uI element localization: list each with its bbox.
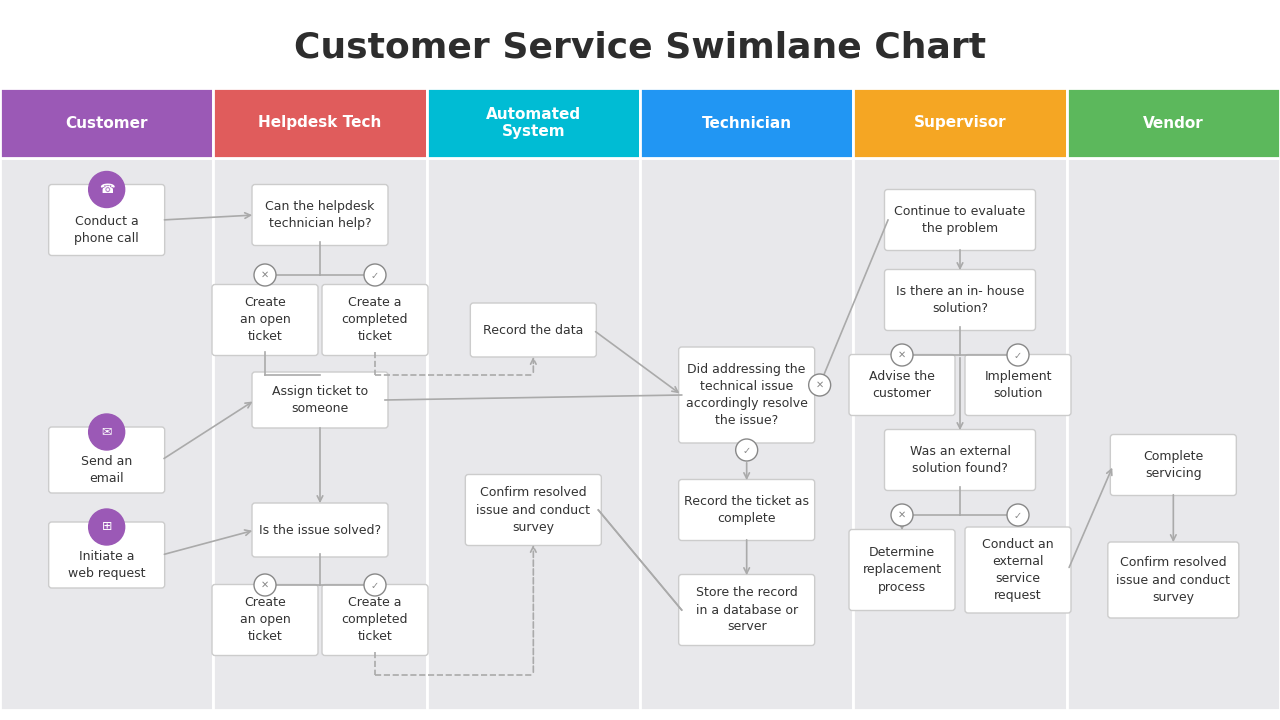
Text: Record the ticket as
complete: Record the ticket as complete	[685, 495, 809, 525]
Text: Is the issue solved?: Is the issue solved?	[259, 523, 381, 536]
Text: ✓: ✓	[1014, 511, 1021, 521]
FancyBboxPatch shape	[466, 474, 602, 546]
Text: ✓: ✓	[371, 581, 379, 591]
Text: ⊞: ⊞	[101, 521, 111, 534]
Bar	[1066, 88, 1280, 158]
Text: ✕: ✕	[899, 350, 906, 360]
Bar	[0, 158, 214, 710]
Circle shape	[88, 509, 124, 545]
FancyBboxPatch shape	[965, 354, 1071, 415]
Text: Can the helpdesk
technician help?: Can the helpdesk technician help?	[265, 200, 375, 230]
FancyBboxPatch shape	[252, 184, 388, 246]
FancyBboxPatch shape	[212, 585, 317, 655]
Bar	[640, 158, 854, 710]
Text: Send an
email: Send an email	[81, 455, 132, 485]
Circle shape	[88, 414, 124, 450]
Text: Customer: Customer	[65, 115, 148, 130]
Text: Initiate a
web request: Initiate a web request	[68, 550, 146, 580]
Text: Create a
completed
ticket: Create a completed ticket	[342, 596, 408, 644]
Text: ✓: ✓	[1014, 351, 1021, 361]
FancyBboxPatch shape	[1110, 434, 1236, 495]
Bar	[854, 88, 1066, 158]
FancyBboxPatch shape	[1107, 542, 1239, 618]
Text: ✉: ✉	[101, 426, 111, 438]
Circle shape	[364, 264, 387, 286]
Text: ✕: ✕	[261, 270, 269, 280]
Bar	[640, 88, 854, 158]
Bar	[426, 88, 640, 158]
Text: Determine
replacement
process: Determine replacement process	[863, 546, 942, 593]
FancyBboxPatch shape	[678, 480, 814, 541]
FancyBboxPatch shape	[884, 430, 1036, 490]
Text: ✕: ✕	[261, 580, 269, 590]
Circle shape	[891, 504, 913, 526]
Text: ✓: ✓	[742, 446, 751, 456]
FancyBboxPatch shape	[323, 585, 428, 655]
FancyBboxPatch shape	[849, 529, 955, 611]
FancyBboxPatch shape	[49, 184, 165, 256]
Text: Technician: Technician	[701, 115, 792, 130]
Bar	[0, 88, 214, 158]
Text: Implement
solution: Implement solution	[984, 370, 1052, 400]
Text: Is there an in- house
solution?: Is there an in- house solution?	[896, 285, 1024, 315]
Text: ✕: ✕	[815, 380, 824, 390]
Circle shape	[253, 264, 276, 286]
Text: Supervisor: Supervisor	[914, 115, 1006, 130]
Text: Confirm resolved
issue and conduct
survey: Confirm resolved issue and conduct surve…	[1116, 557, 1230, 603]
Text: Customer Service Swimlane Chart: Customer Service Swimlane Chart	[294, 31, 986, 65]
Text: Did addressing the
technical issue
accordingly resolve
the issue?: Did addressing the technical issue accor…	[686, 363, 808, 427]
Bar	[854, 158, 1066, 710]
Text: Continue to evaluate
the problem: Continue to evaluate the problem	[895, 205, 1025, 235]
Circle shape	[1007, 504, 1029, 526]
Text: Advise the
customer: Advise the customer	[869, 370, 934, 400]
FancyBboxPatch shape	[212, 284, 317, 356]
Text: ✓: ✓	[371, 271, 379, 281]
FancyBboxPatch shape	[849, 354, 955, 415]
Text: Create
an open
ticket: Create an open ticket	[239, 297, 291, 343]
FancyBboxPatch shape	[252, 372, 388, 428]
FancyBboxPatch shape	[323, 284, 428, 356]
FancyBboxPatch shape	[678, 575, 814, 646]
Text: Record the data: Record the data	[483, 323, 584, 336]
Bar	[1066, 158, 1280, 710]
FancyBboxPatch shape	[884, 189, 1036, 251]
FancyBboxPatch shape	[884, 269, 1036, 330]
Text: Was an external
solution found?: Was an external solution found?	[910, 445, 1010, 475]
Text: Create
an open
ticket: Create an open ticket	[239, 596, 291, 644]
Text: Automated
System: Automated System	[486, 107, 581, 139]
Circle shape	[364, 574, 387, 596]
FancyBboxPatch shape	[678, 347, 814, 443]
Text: Assign ticket to
someone: Assign ticket to someone	[271, 385, 369, 415]
Text: Store the record
in a database or
server: Store the record in a database or server	[695, 587, 797, 634]
Text: Create a
completed
ticket: Create a completed ticket	[342, 297, 408, 343]
Bar	[214, 158, 426, 710]
Circle shape	[809, 374, 831, 396]
FancyBboxPatch shape	[470, 303, 596, 357]
Text: ☎: ☎	[99, 183, 114, 196]
Text: Confirm resolved
issue and conduct
survey: Confirm resolved issue and conduct surve…	[476, 487, 590, 534]
Text: Complete
servicing: Complete servicing	[1143, 450, 1203, 480]
Circle shape	[88, 171, 124, 207]
FancyBboxPatch shape	[49, 427, 165, 493]
Text: Vendor: Vendor	[1143, 115, 1203, 130]
Circle shape	[736, 439, 758, 461]
Text: Conduct an
external
service
request: Conduct an external service request	[982, 538, 1053, 602]
Bar	[426, 158, 640, 710]
FancyBboxPatch shape	[252, 503, 388, 557]
Bar	[214, 88, 426, 158]
Circle shape	[1007, 344, 1029, 366]
Circle shape	[253, 574, 276, 596]
FancyBboxPatch shape	[965, 527, 1071, 613]
Circle shape	[891, 344, 913, 366]
Text: ✕: ✕	[899, 510, 906, 520]
Text: Conduct a
phone call: Conduct a phone call	[74, 215, 140, 245]
FancyBboxPatch shape	[49, 522, 165, 588]
Text: Helpdesk Tech: Helpdesk Tech	[259, 115, 381, 130]
